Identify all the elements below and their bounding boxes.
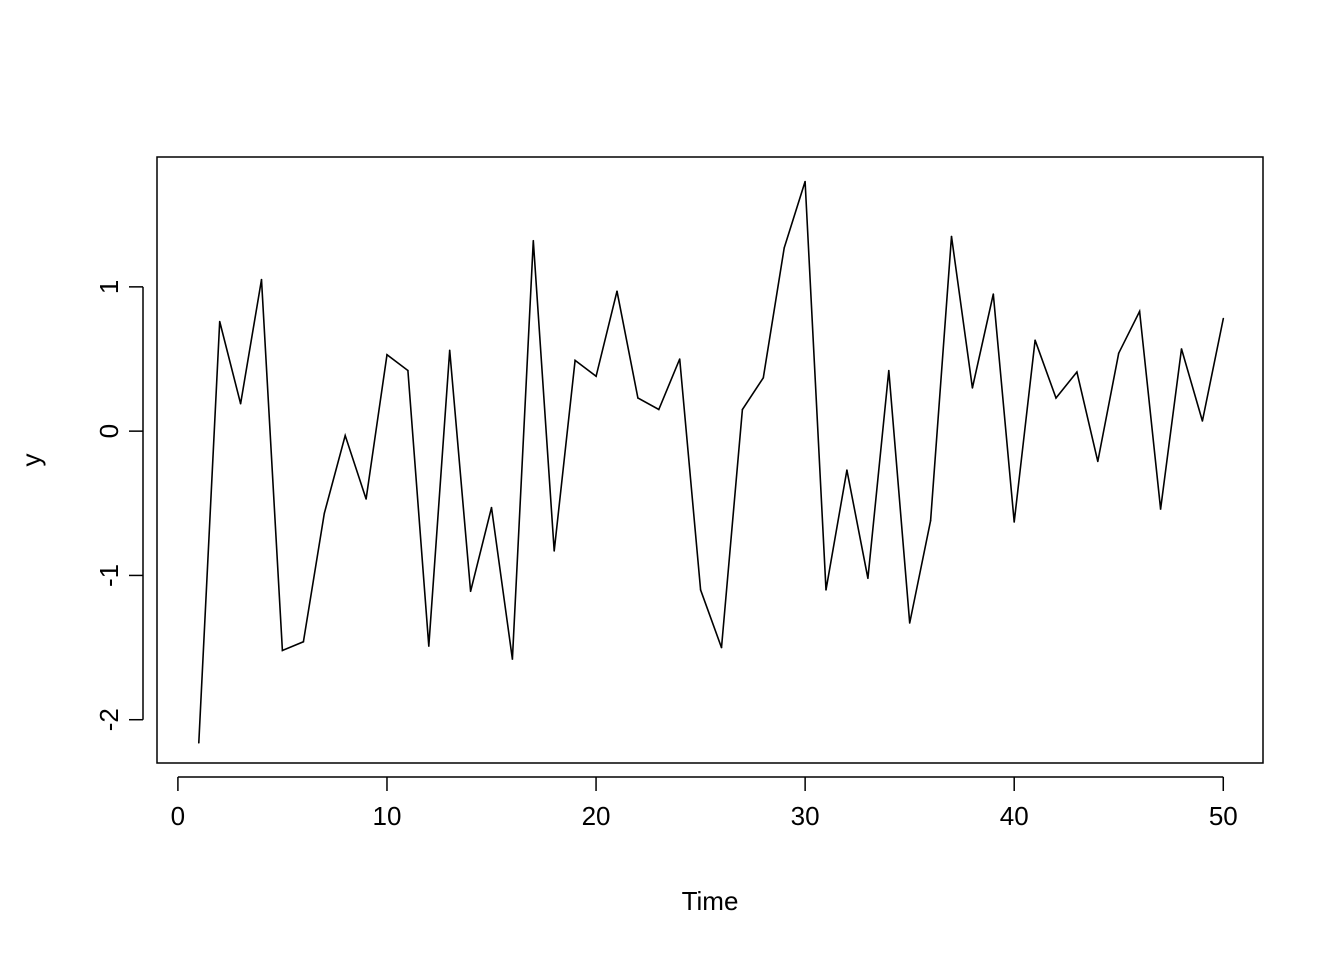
data-point — [1013, 521, 1015, 523]
y-tick-label: -1 — [94, 564, 124, 587]
y-tick-label: 1 — [94, 280, 124, 294]
data-point — [741, 408, 744, 411]
data-point — [323, 512, 326, 515]
plot-frame — [156, 156, 1264, 764]
data-point — [428, 645, 430, 647]
data-point — [469, 590, 472, 593]
data-point — [553, 550, 555, 552]
data-point — [658, 408, 660, 411]
data-point — [344, 434, 347, 437]
x-axis-label: Time — [682, 886, 739, 916]
data-point — [281, 649, 284, 652]
data-point — [804, 180, 806, 183]
x-tick-label: 50 — [1209, 801, 1238, 831]
data-point — [198, 742, 200, 744]
y-axis-label: y — [16, 454, 46, 467]
x-tick-label: 40 — [1000, 801, 1029, 831]
data-point — [908, 622, 911, 624]
data-point — [386, 353, 388, 356]
x-tick-label: 20 — [582, 801, 611, 831]
data-point — [1034, 339, 1036, 342]
data-point — [699, 589, 702, 591]
data-point — [239, 402, 242, 405]
data-point — [1117, 352, 1120, 355]
data-point — [678, 358, 681, 360]
data-point — [365, 498, 367, 500]
x-tick-label: 30 — [791, 801, 820, 831]
data-point — [1159, 508, 1162, 510]
data-point — [490, 506, 493, 509]
data-point — [595, 375, 597, 378]
data-point — [1222, 317, 1225, 320]
y-tick-label: 0 — [94, 424, 124, 438]
data-point — [992, 293, 995, 295]
data-point — [1055, 397, 1057, 399]
data-point — [302, 641, 305, 643]
data-point — [888, 369, 890, 372]
data-point — [929, 519, 932, 522]
data-point — [846, 469, 848, 471]
x-tick-label: 10 — [373, 801, 402, 831]
data-point — [616, 290, 618, 293]
data-point — [1076, 371, 1078, 373]
y-tick-label: -2 — [94, 708, 124, 731]
x-tick-label: 0 — [171, 801, 185, 831]
data-point — [1097, 460, 1099, 463]
data-point — [574, 359, 576, 362]
data-point — [825, 589, 827, 591]
data-point — [218, 320, 221, 323]
data-point — [720, 646, 723, 649]
data-point — [637, 397, 639, 399]
data-point — [511, 658, 514, 660]
data-point — [762, 377, 765, 379]
series-layer — [198, 180, 1225, 744]
data-point — [407, 369, 409, 372]
data-point — [448, 349, 451, 352]
data-point — [783, 247, 785, 249]
data-point — [260, 278, 263, 281]
data-point — [532, 239, 535, 242]
y-axis: -2 -1 0 1 — [94, 280, 144, 731]
data-point — [971, 387, 974, 389]
data-point — [1180, 348, 1183, 350]
data-point — [1138, 310, 1141, 313]
series-line-0 — [198, 181, 1225, 743]
data-point — [1201, 420, 1204, 422]
data-point — [950, 235, 953, 238]
data-point — [867, 577, 869, 580]
x-axis: 0 10 20 30 40 50 — [171, 776, 1238, 831]
